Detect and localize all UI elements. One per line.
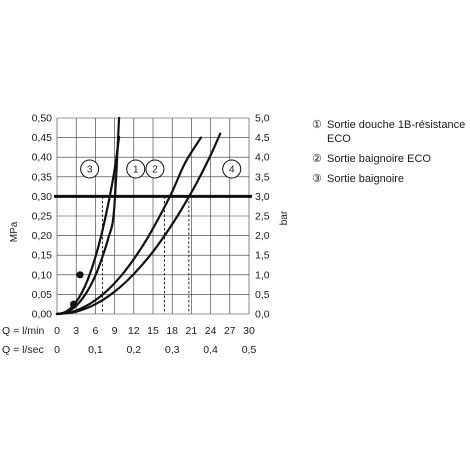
y-tick-label-left: 0,25 bbox=[32, 211, 53, 223]
curve-number-label: 3 bbox=[87, 165, 93, 176]
legend-text: Sortie baignoire ECO bbox=[327, 153, 431, 165]
legend-text: Sortie douche 1B-résistance ECO bbox=[327, 119, 466, 145]
x-tick-label-lsec: 0,4 bbox=[203, 344, 218, 356]
y-tick-label-left: 0,10 bbox=[32, 269, 53, 281]
x-tick-label-lsec: 0 bbox=[54, 344, 60, 356]
y-tick-label-left: 0,20 bbox=[32, 230, 53, 242]
curve-number-circle bbox=[145, 159, 165, 179]
y-axis-label-left: MPa bbox=[9, 221, 20, 242]
y-ticks-right: 0,0 0,5 1,0 1,5 2,0 2,5 3,0 3,5 4,0 4,5 5,0 bbox=[255, 113, 270, 321]
y-tick-label-right: 2,5 bbox=[255, 211, 270, 223]
y-tick-label-right: 5,0 bbox=[255, 113, 270, 125]
y-tick-label-right: 4,5 bbox=[255, 132, 270, 144]
y-tick-label-left: 0,30 bbox=[32, 191, 53, 203]
curve-number-label: 1 bbox=[133, 165, 139, 176]
y-tick-label-right: 0,5 bbox=[255, 289, 270, 301]
x-tick-label-lmin: 18 bbox=[166, 325, 178, 337]
y-axis-label-right: bar bbox=[279, 210, 290, 225]
series-markers bbox=[70, 271, 84, 308]
y-tick-label-left: 0,45 bbox=[32, 132, 53, 144]
legend-number: ① bbox=[312, 119, 322, 131]
y-tick-label-left: 0,00 bbox=[32, 309, 53, 321]
y-tick-label-left: 0,05 bbox=[32, 289, 53, 301]
x-tick-label-lmin: 24 bbox=[205, 325, 217, 337]
legend-number: ② bbox=[312, 153, 322, 165]
curve-number-labels: 3 1 2 4 bbox=[80, 159, 242, 179]
legend-text: Sortie baignoire bbox=[327, 173, 405, 185]
y-ticks-left: 0,00 0,05 0,10 0,15 0,20 0,25 0,30 0,35 0,40 0,45… bbox=[32, 113, 53, 321]
x-tick-label-lmin: 21 bbox=[186, 325, 198, 337]
x-tick-label-lsec: 0,3 bbox=[165, 344, 180, 356]
x-tick-label-lmin: 30 bbox=[243, 325, 255, 337]
y-tick-label-left: 0,40 bbox=[32, 152, 53, 164]
curve-series-2 bbox=[55, 136, 203, 316]
x-tick-label-lmin: 15 bbox=[147, 325, 159, 337]
legend-item: ① Sortie douche 1B-résistance ECO bbox=[312, 118, 468, 146]
marker-series-1 bbox=[70, 300, 78, 308]
curve-series-4 bbox=[55, 132, 222, 316]
x-ticks: 0 3 6 9 12 15 18 21 24 27 30 0 0,1 0,2 0,3 0,4 0,5 bbox=[54, 325, 256, 356]
y-tick-label-right: 2,0 bbox=[255, 230, 270, 242]
curve-series-1 bbox=[55, 116, 121, 316]
y-tick-label-left: 0,15 bbox=[32, 250, 53, 262]
legend: ① Sortie douche 1B-résistance ECO ② Sort… bbox=[312, 118, 468, 192]
x-tick-label-lmin: 3 bbox=[73, 325, 79, 337]
x-tick-label-lmin: 12 bbox=[128, 325, 140, 337]
y-tick-label-right: 0,0 bbox=[255, 309, 270, 321]
curve-number-circle bbox=[80, 159, 100, 179]
x-axis-label-lmin: Q = l/min bbox=[2, 325, 44, 337]
x-tick-label-lsec: 0,5 bbox=[242, 344, 257, 356]
y-tick-label-right: 1,0 bbox=[255, 269, 270, 281]
legend-item: ③ Sortie baignoire bbox=[312, 172, 468, 186]
x-axis-label-lsec: Q = l/sec bbox=[2, 344, 44, 356]
x-tick-label-lmin: 9 bbox=[112, 325, 118, 337]
x-tick-label-lsec: 0,1 bbox=[88, 344, 103, 356]
y-tick-label-left: 0,50 bbox=[32, 113, 53, 125]
legend-item: ② Sortie baignoire ECO bbox=[312, 152, 468, 166]
curve-number-circle bbox=[222, 159, 242, 179]
y-tick-label-right: 1,5 bbox=[255, 250, 270, 262]
x-tick-label-lsec: 0,2 bbox=[126, 344, 141, 356]
x-tick-label-lmin: 27 bbox=[224, 325, 236, 337]
y-tick-label-right: 3,5 bbox=[255, 171, 270, 183]
series-curves bbox=[55, 116, 222, 316]
y-tick-label-right: 3,0 bbox=[255, 191, 270, 203]
y-tick-label-right: 4,0 bbox=[255, 152, 270, 164]
y-tick-label-left: 0,35 bbox=[32, 171, 53, 183]
curve-number-label: 2 bbox=[152, 165, 158, 176]
marker-series-3 bbox=[76, 271, 84, 279]
x-tick-label-lmin: 6 bbox=[92, 325, 98, 337]
curve-number-circle bbox=[126, 159, 146, 179]
x-tick-label-lmin: 0 bbox=[54, 325, 60, 337]
legend-number: ③ bbox=[312, 173, 322, 185]
curve-number-label: 4 bbox=[229, 165, 235, 176]
